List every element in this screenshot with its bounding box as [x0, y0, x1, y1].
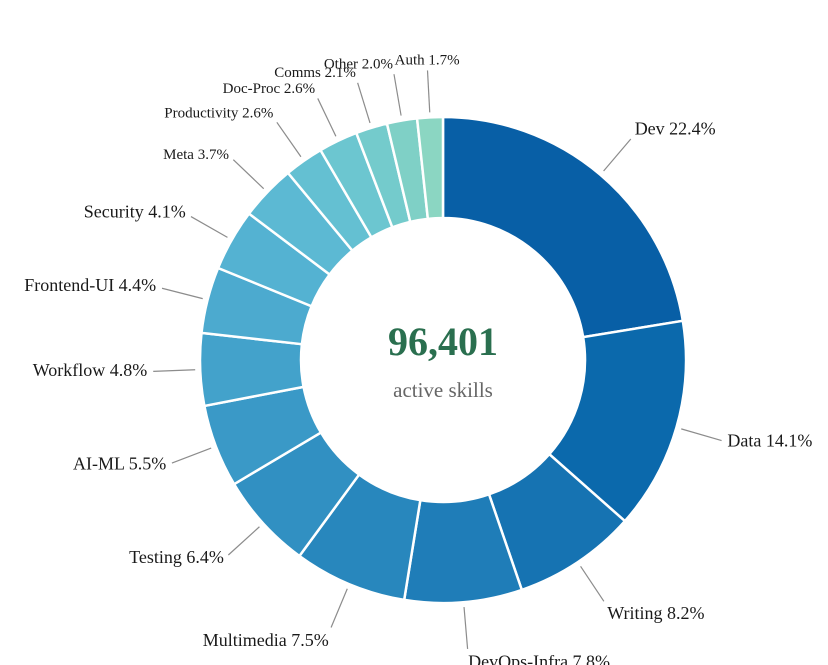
- leader-line: [190, 216, 228, 238]
- leader-line: [681, 428, 722, 442]
- slice-label: Doc-Proc 2.6%: [223, 81, 315, 97]
- leader-line: [171, 447, 212, 464]
- leader-line: [463, 607, 469, 650]
- leader-line: [393, 74, 402, 116]
- slice-label: Data 14.1%: [727, 430, 812, 450]
- donut-slice: [441, 115, 685, 339]
- slice-labels-group: Dev 22.4% Data 14.1% Writing 8.2% DevOps-In…: [24, 52, 812, 665]
- leader-line: [317, 98, 337, 137]
- leader-line: [603, 138, 632, 172]
- slice-label: Auth 1.7%: [395, 52, 460, 68]
- slice-label: Security 4.1%: [84, 202, 186, 222]
- slice-label: AI-ML 5.5%: [73, 453, 166, 473]
- leader-line: [153, 369, 196, 372]
- slice-label: Writing 8.2%: [607, 603, 704, 623]
- center-total-value: 96,401: [388, 319, 498, 364]
- slice-label: Workflow 4.8%: [33, 360, 148, 380]
- slice-label: Testing 6.4%: [129, 547, 224, 567]
- slice-label: Comms 2.1%: [274, 65, 356, 81]
- center-caption: active skills: [393, 378, 493, 402]
- slice-label: Dev 22.4%: [635, 118, 716, 138]
- slice-label: Multimedia 7.5%: [203, 630, 329, 650]
- leader-line: [161, 287, 203, 300]
- slice-label: Meta 3.7%: [163, 147, 229, 163]
- leader-line: [426, 70, 431, 113]
- slice-label: Other 2.0%: [324, 56, 393, 72]
- leader-line: [357, 82, 371, 124]
- slice-label: Productivity 2.6%: [164, 105, 273, 121]
- leader-line: [330, 588, 348, 628]
- leader-line: [580, 566, 605, 602]
- donut-slice: [415, 115, 445, 221]
- leader-line: [227, 526, 260, 556]
- slice-label: DevOps-Infra 7.8%: [468, 652, 610, 665]
- slice-label: Frontend-UI 4.4%: [24, 275, 156, 295]
- slices-group: [198, 115, 688, 605]
- leader-lines-group: [153, 70, 722, 650]
- leader-line: [232, 159, 265, 190]
- leader-line: [276, 121, 302, 158]
